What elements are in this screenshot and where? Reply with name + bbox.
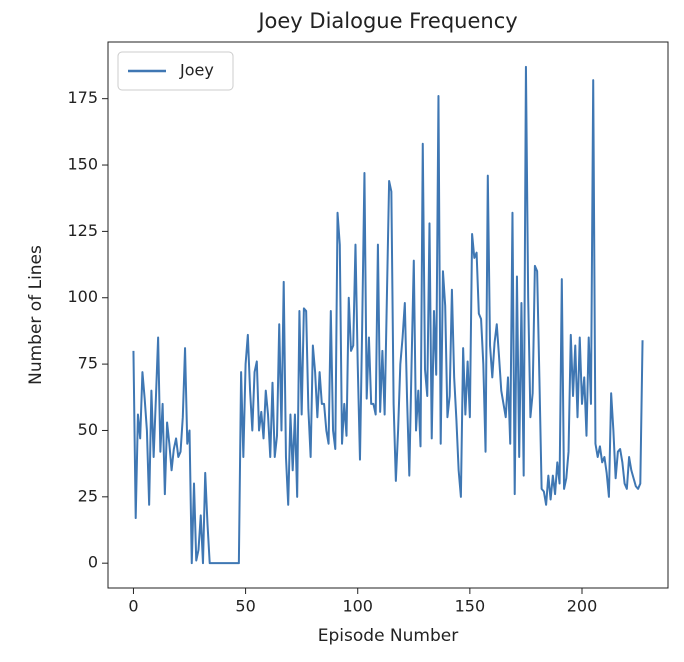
y-tick-label: 75 (78, 354, 98, 373)
y-tick-label: 150 (67, 155, 98, 174)
x-tick-label: 150 (455, 597, 486, 616)
y-axis-label: Number of Lines (26, 245, 46, 385)
plot-frame (107, 41, 669, 589)
x-tick-label: 50 (235, 597, 255, 616)
chart-title: Joey Dialogue Frequency (256, 9, 517, 33)
y-tick-label: 0 (88, 553, 98, 572)
y-tick-label: 50 (78, 420, 98, 439)
y-tick-label: 25 (78, 486, 98, 505)
x-tick-label: 200 (567, 597, 598, 616)
y-tick-label: 100 (67, 287, 98, 306)
data-line (132, 65, 644, 565)
x-tick-label: 0 (128, 597, 138, 616)
legend-label: Joey (179, 61, 214, 80)
legend-box (117, 51, 234, 91)
x-tick-label: 100 (342, 597, 373, 616)
y-tick-label: 175 (67, 88, 98, 107)
y-tick-label: 125 (67, 221, 98, 240)
x-axis-label: Episode Number (318, 626, 458, 646)
